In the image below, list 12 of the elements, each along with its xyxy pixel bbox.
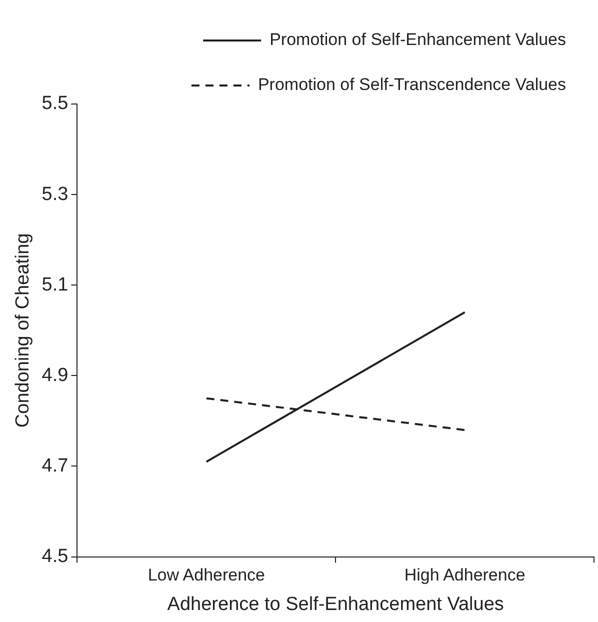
legend-label: Promotion of Self-Enhancement Values: [270, 30, 566, 50]
x-axis-title: Adherence to Self-Enhancement Values: [167, 594, 504, 615]
y-tick-label: 4.7: [42, 455, 68, 476]
y-tick-label: 4.5: [42, 546, 68, 568]
x-tick-label: High Adherence: [404, 566, 526, 585]
y-tick-label: 4.9: [42, 364, 68, 386]
y-axis-title: Condoning of Cheating: [12, 233, 34, 428]
y-tick-label: 5.1: [42, 274, 68, 296]
y-tick-label: 5.3: [42, 184, 68, 205]
legend-label: Promotion of Self-Transcendence Values: [258, 75, 566, 94]
y-tick-label: 5.5: [42, 93, 68, 114]
x-tick-label: Low Adherence: [148, 566, 266, 585]
